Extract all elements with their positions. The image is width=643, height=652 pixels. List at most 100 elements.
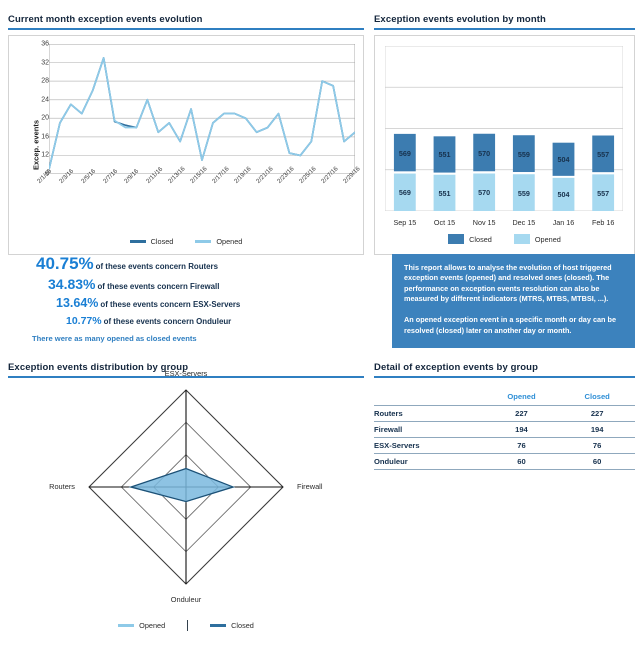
table-cell-opened: 194: [483, 421, 560, 438]
bar-category-label: Feb 16: [591, 218, 615, 227]
table-cell-group: Routers: [374, 405, 484, 422]
bar-value-label: 569: [398, 148, 411, 158]
table-row[interactable]: Routers 227 227: [374, 405, 635, 422]
legend-item[interactable]: Closed: [448, 234, 492, 244]
percentage-row: 13.64% of these events concern ESX-Serve…: [56, 296, 240, 310]
percentage-value: 10.77%: [66, 315, 102, 327]
percentage-group-name: Onduleur: [196, 317, 232, 326]
table-row[interactable]: ESX-Servers 76 76: [374, 437, 635, 454]
percentage-value: 34.83%: [48, 276, 96, 292]
y-axis-tick-label: 12: [41, 151, 49, 159]
percentage-row: 10.77% of these events concern Onduleur: [66, 315, 231, 327]
bar-category-label: Dec 15: [512, 218, 536, 227]
legend-swatch: [195, 240, 212, 243]
legend-item[interactable]: Closed: [129, 237, 174, 246]
table-header-row: Opened Closed: [374, 392, 635, 406]
detail-table: Opened Closed Routers 227 227 Firewall 194 19…: [374, 392, 635, 470]
table-cell-closed: 194: [559, 421, 635, 438]
table-cell-opened: 60: [483, 453, 560, 470]
title-rule: [374, 376, 635, 378]
bar-category-label: Oct 15: [433, 218, 456, 227]
table-cell-group: Firewall: [374, 421, 484, 438]
percentage-group-name: ESX-Servers: [192, 300, 241, 309]
legend-swatch: [448, 234, 465, 244]
y-axis-tick-label: 24: [41, 96, 49, 104]
legend-item[interactable]: Closed: [210, 621, 254, 630]
bar-chart-legend: Closed Opened: [375, 234, 634, 244]
bar-value-label: 557: [597, 149, 610, 159]
table-row[interactable]: Onduleur 60 60: [374, 453, 635, 470]
percentage-description: of these events concern Routers: [96, 262, 218, 271]
info-paragraph-2: An opened exception event in a specific …: [404, 315, 617, 335]
y-axis-tick-label: 32: [41, 59, 49, 67]
table-cell-closed: 76: [559, 437, 635, 454]
percentage-row: 40.75% of these events concern Routers: [36, 254, 218, 274]
bar-value-label: 570: [478, 148, 491, 158]
panel-detail-table: Detail of exception events by group Open…: [374, 362, 635, 470]
panel-title-radar: Exception events distribution by group: [8, 362, 189, 373]
bar-value-label: 504: [557, 190, 570, 200]
radar-axis-label: Onduleur: [170, 595, 202, 604]
panel-title-bar: Exception events evolution by month: [374, 14, 546, 25]
title-rule: [8, 28, 364, 30]
bar-value-label: 569: [398, 188, 411, 198]
percentage-text: of these events concern: [103, 317, 197, 326]
table-cell-opened: 76: [483, 437, 560, 454]
bar-chart-plot: [385, 46, 623, 211]
legend-swatch: [118, 624, 135, 627]
radar-chart-frame: ESX-Servers Firewall Onduleur Routers Opene…: [8, 369, 364, 648]
radar-axis-label: Routers: [49, 482, 75, 491]
legend-item[interactable]: Opened: [195, 237, 242, 246]
legend-label: Closed: [150, 237, 174, 246]
radar-chart-plot: [88, 389, 284, 585]
table-cell-closed: 60: [559, 453, 635, 470]
legend-label: Opened: [139, 621, 166, 630]
table-header-group: [374, 392, 484, 406]
table-cell-opened: 227: [483, 405, 560, 422]
legend-item[interactable]: Opened: [118, 621, 165, 630]
bar-chart-frame: Sep 15 Oct 15 Nov 15 Dec 15 Jan 16 Feb 16 569…: [374, 35, 635, 255]
panel-title-line: Current month exception events evolution: [8, 14, 203, 25]
panel-radar-chart: Exception events distribution by group E…: [8, 362, 364, 648]
legend-label: Closed: [231, 621, 254, 630]
legend-swatch: [129, 240, 146, 243]
radar-axis-label: ESX-Servers: [164, 369, 208, 378]
percentage-value: 13.64%: [56, 296, 99, 310]
legend-swatch: [513, 234, 530, 244]
percentage-group-name: Firewall: [190, 282, 220, 291]
legend-label: Opened: [216, 237, 243, 246]
table-cell-group: Onduleur: [374, 453, 484, 470]
bar-category-label: Jan 16: [552, 218, 575, 227]
legend-label: Opened: [534, 234, 561, 244]
y-axis-tick-label: 8: [45, 170, 49, 178]
table-cell-closed: 227: [559, 405, 635, 422]
bar-category-label: Sep 15: [393, 218, 417, 227]
percentage-description: of these events concern Onduleur: [104, 317, 232, 326]
legend-swatch: [210, 624, 227, 627]
percentage-row: 34.83% of these events concern Firewall: [48, 276, 219, 292]
line-chart-plot: [49, 44, 355, 174]
percentage-description: of these events concern Firewall: [97, 282, 219, 291]
radar-axis-label: Firewall: [297, 482, 323, 491]
percentage-description: of these events concern ESX-Servers: [100, 300, 240, 309]
percentage-text: of these events concern: [100, 300, 193, 309]
info-callout: This report allows to analyse the evolut…: [392, 254, 635, 348]
line-chart-legend: Closed Opened: [9, 237, 363, 246]
percentage-footer: There were as many opened as closed even…: [32, 334, 197, 343]
percentage-text: of these events concern: [95, 262, 189, 271]
line-chart-frame: Excep. events 8 12 16 20 24 28 32 36 2/1/16 2/3/…: [8, 35, 364, 255]
bar-value-label: 559: [517, 149, 530, 159]
percentage-text: of these events concern: [97, 282, 191, 291]
title-rule: [8, 376, 364, 378]
percentage-value: 40.75%: [36, 254, 94, 273]
y-axis-tick-label: 36: [41, 40, 49, 48]
percentage-summary: 40.75% of these events concern Routers 34…: [8, 252, 364, 352]
y-axis-tick-label: 16: [41, 133, 49, 141]
legend-item[interactable]: Opened: [513, 234, 561, 244]
table-header-opened: Opened: [507, 392, 536, 401]
line-chart-y-axis: 8 12 16 20 24 28 32 36: [23, 36, 49, 254]
bar-value-label: 551: [438, 188, 451, 198]
y-axis-tick-label: 20: [41, 114, 49, 122]
table-row[interactable]: Firewall 194 194: [374, 421, 635, 438]
